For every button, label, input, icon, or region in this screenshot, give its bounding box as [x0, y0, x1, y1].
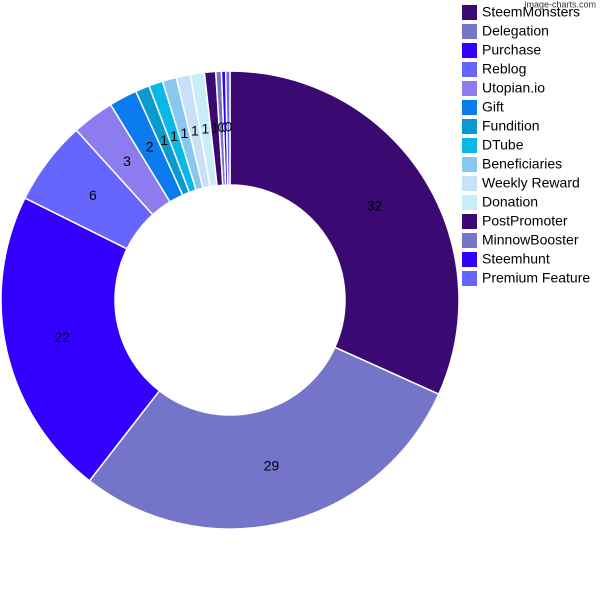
slice-label: 6	[89, 187, 97, 203]
legend-swatch	[462, 157, 477, 172]
legend-text: Reblog	[482, 61, 526, 77]
legend-text: MinnowBooster	[482, 232, 579, 248]
legend-swatch	[462, 233, 477, 248]
slice-label: 1	[191, 122, 199, 138]
legend-swatch	[462, 119, 477, 134]
legend-text: Beneficiaries	[482, 156, 562, 172]
legend-swatch	[462, 138, 477, 153]
slice	[88, 346, 440, 530]
slice-label: 1	[202, 120, 210, 136]
legend-swatch	[462, 176, 477, 191]
legend-swatch	[462, 62, 477, 77]
watermark: image-charts.com	[524, 0, 596, 9]
slice-label: 29	[264, 458, 280, 474]
legend-text: Fundition	[482, 118, 540, 134]
slice-label: 32	[367, 197, 383, 213]
slice	[224, 70, 231, 186]
slice	[229, 70, 460, 396]
slice-label: 1	[181, 125, 189, 141]
legend-text: Purchase	[482, 42, 541, 58]
legend-text: Gift	[482, 99, 504, 115]
legend-text: Premium Feature	[482, 270, 590, 286]
slice-label: 0	[218, 119, 226, 135]
slice	[0, 197, 161, 482]
legend-text: Utopian.io	[482, 80, 545, 96]
slice-label: 1	[170, 128, 178, 144]
legend-text: Delegation	[482, 23, 549, 39]
slice-label: 0	[221, 119, 229, 135]
legend-swatch	[462, 100, 477, 115]
legend-text: Weekly Reward	[482, 175, 580, 191]
slice-label: 1	[211, 119, 219, 135]
slice-label: 2	[146, 139, 154, 155]
legend-swatch	[462, 214, 477, 229]
legend-swatch	[462, 271, 477, 286]
legend-text: Donation	[482, 194, 538, 210]
legend-text: DTube	[482, 137, 524, 153]
slice-label: 1	[160, 132, 168, 148]
legend-swatch	[462, 81, 477, 96]
legend-text: Steemhunt	[482, 251, 550, 267]
legend-text: SteemMonsters	[482, 4, 580, 20]
legend-swatch	[462, 195, 477, 210]
legend-swatch	[462, 252, 477, 267]
slice-label: 3	[123, 153, 131, 169]
legend-swatch	[462, 24, 477, 39]
legend-swatch	[462, 43, 477, 58]
legend-text: PostPromoter	[482, 213, 568, 229]
legend-swatch	[462, 5, 477, 20]
slice-label: 0	[224, 119, 232, 135]
slice-label: 22	[55, 329, 71, 345]
